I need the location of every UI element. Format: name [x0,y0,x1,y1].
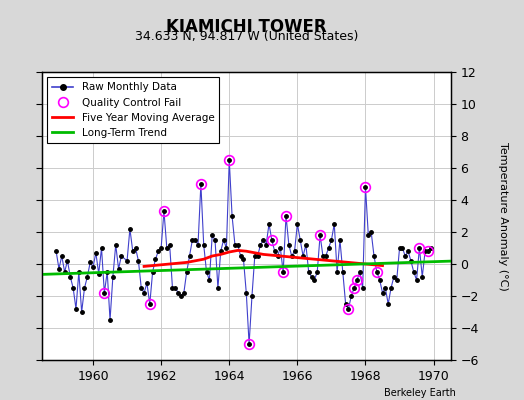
Text: Berkeley Earth: Berkeley Earth [384,388,456,398]
Text: KIAMICHI TOWER: KIAMICHI TOWER [166,18,326,36]
Y-axis label: Temperature Anomaly (°C): Temperature Anomaly (°C) [498,142,508,290]
Text: 34.633 N, 94.817 W (United States): 34.633 N, 94.817 W (United States) [135,30,358,43]
Legend: Raw Monthly Data, Quality Control Fail, Five Year Moving Average, Long-Term Tren: Raw Monthly Data, Quality Control Fail, … [47,77,220,143]
